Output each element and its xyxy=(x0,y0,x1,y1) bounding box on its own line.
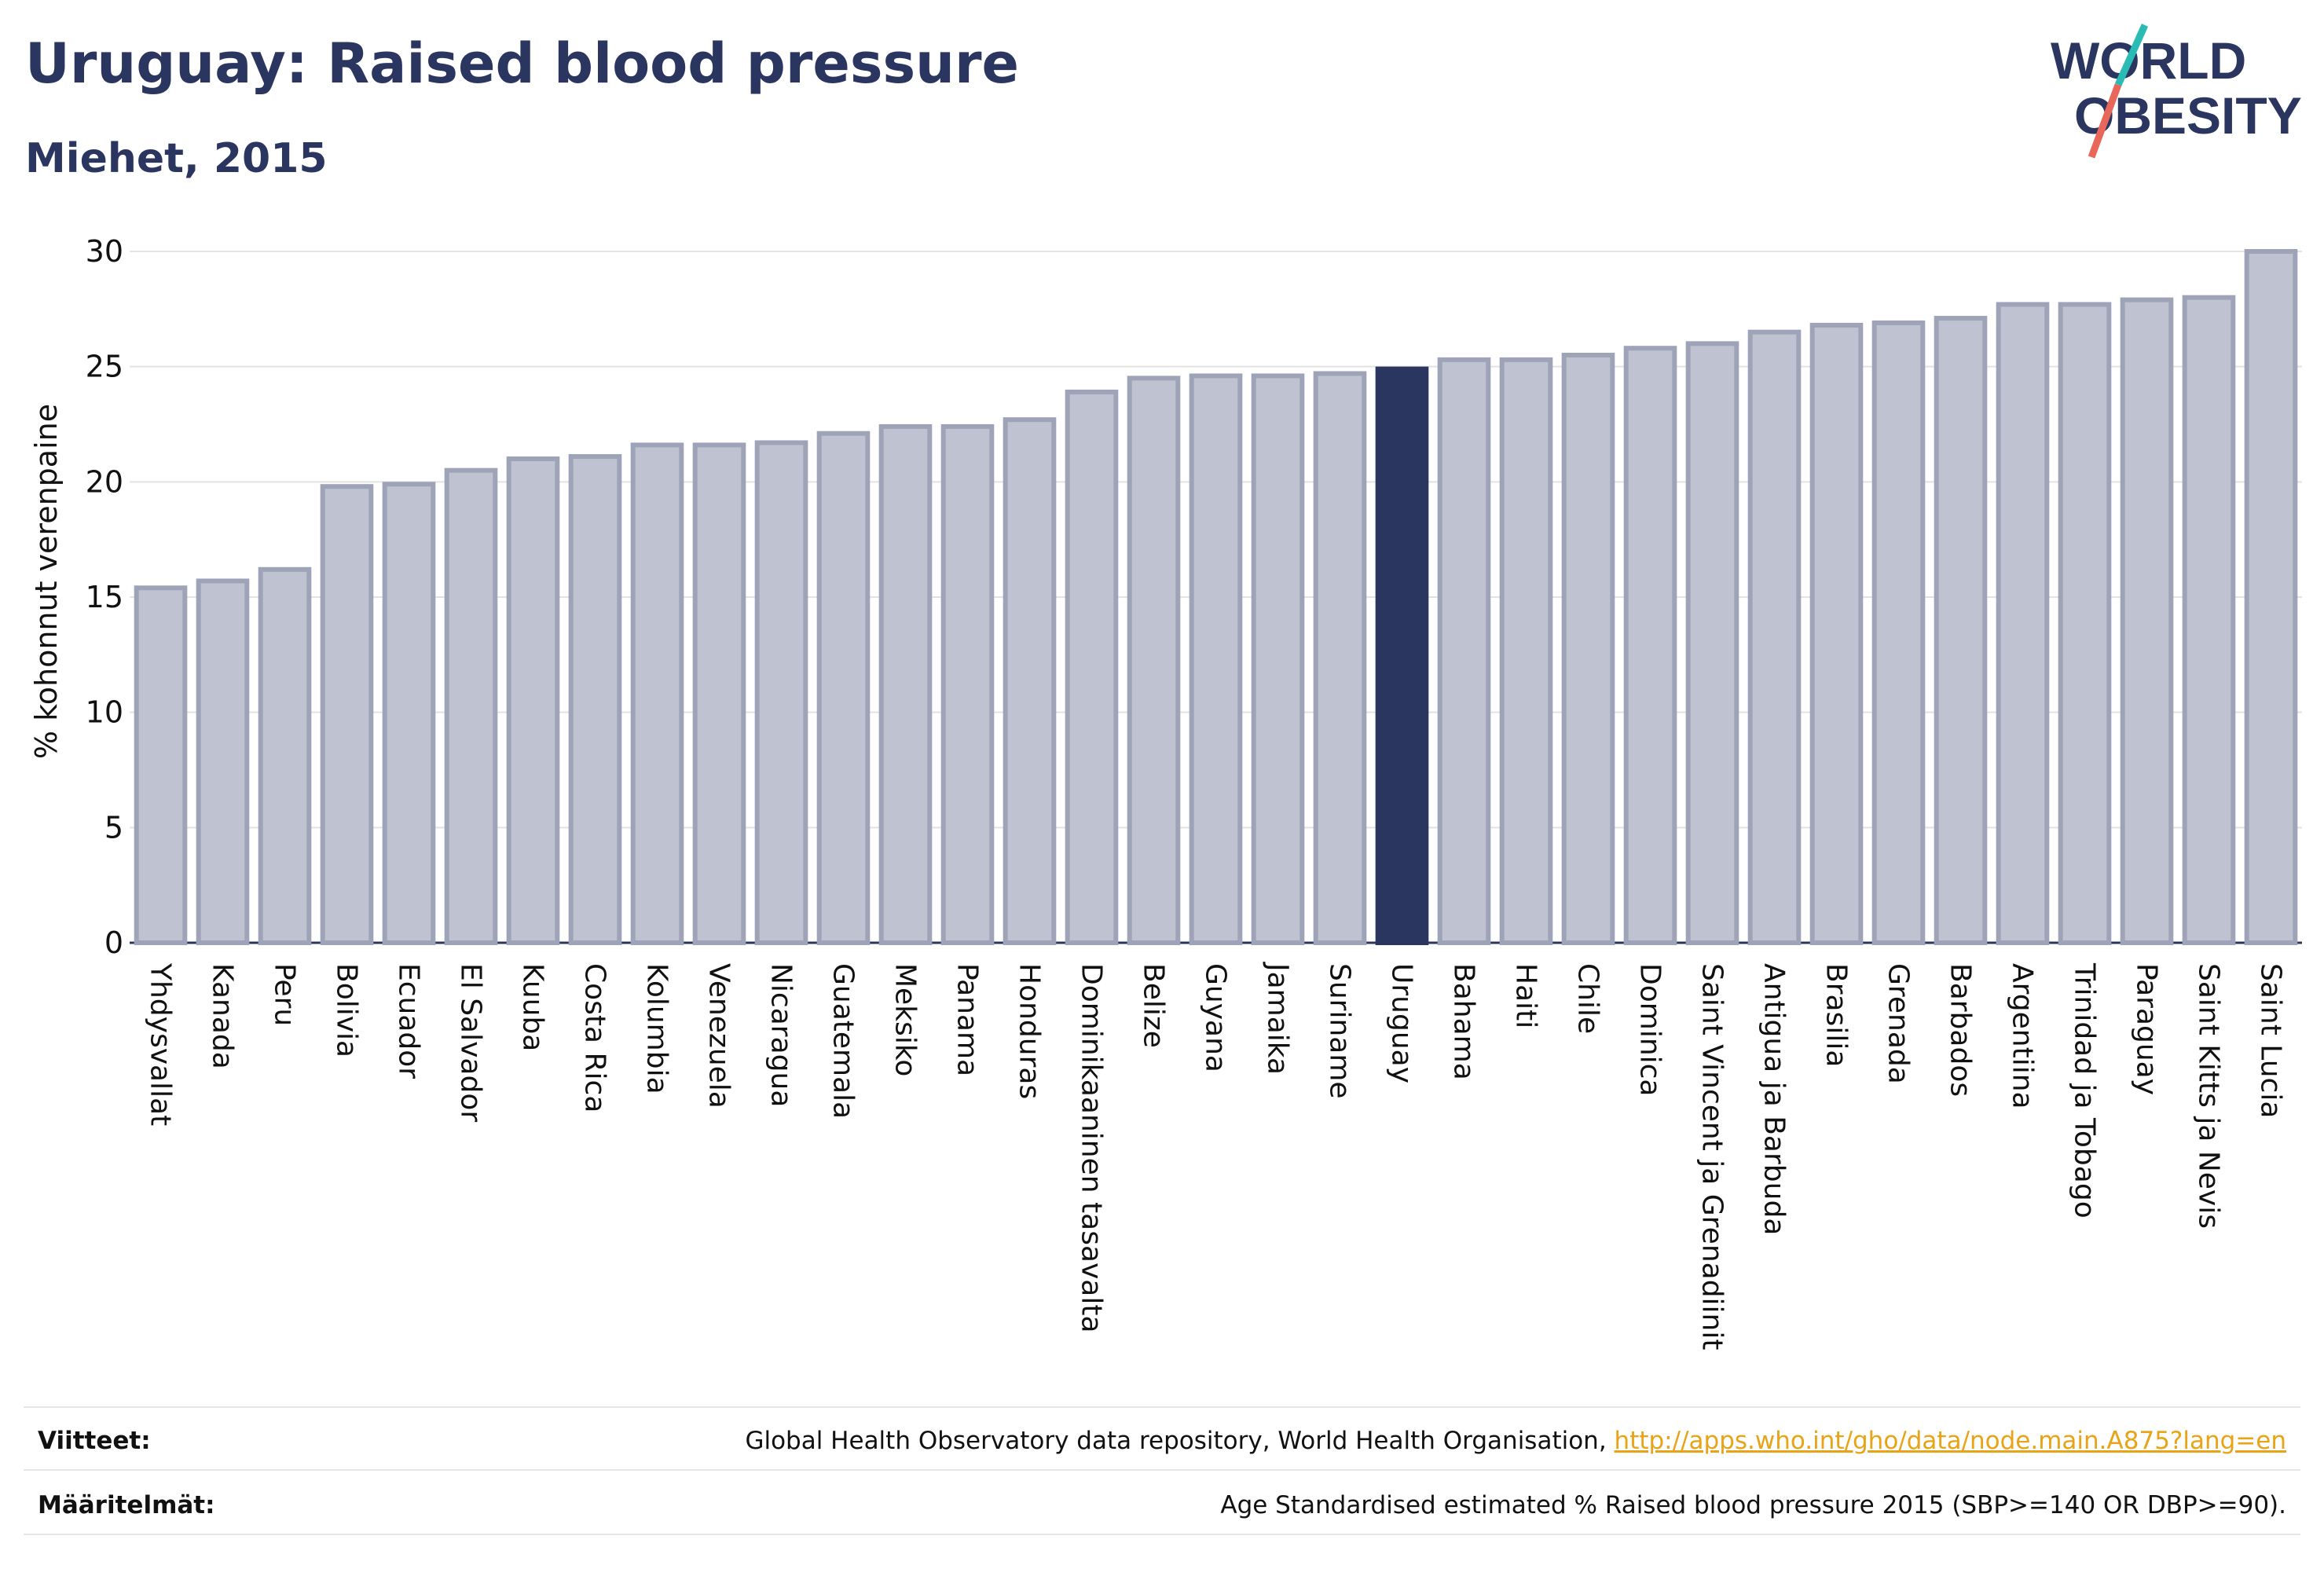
bar-venezuela xyxy=(692,442,746,945)
bar-honduras xyxy=(1003,417,1057,945)
world-obesity-logo: WORLD OBESITY xyxy=(2051,24,2302,159)
x-tick-label: Argentiina xyxy=(2007,963,2039,1109)
sources-link[interactable]: http://apps.who.int/gho/data/node.main.A… xyxy=(1614,1427,2286,1455)
x-tick-label: Paraguay xyxy=(2131,963,2163,1095)
x-tick-label: Dominica xyxy=(1634,963,1666,1097)
y-tick-label: 10 xyxy=(86,695,123,730)
bar-dominica xyxy=(1623,346,1677,945)
bar-costa-rica xyxy=(568,454,622,945)
footer-divider-middle xyxy=(24,1469,2300,1471)
x-tick-label: Venezuela xyxy=(703,963,735,1109)
bars xyxy=(134,249,2298,946)
y-tick-label: 15 xyxy=(86,580,123,614)
x-tick-label: Saint Lucia xyxy=(2255,963,2287,1118)
footer-divider-bottom xyxy=(24,1534,2300,1535)
bar-trinidad-ja-tobago xyxy=(2058,302,2112,945)
bar-bolivia xyxy=(320,484,374,945)
bar-saint-kitts-ja-nevis xyxy=(2182,295,2236,945)
bar-guyana xyxy=(1189,373,1243,945)
x-tick-label: El Salvador xyxy=(455,963,487,1122)
x-tick-label: Panama xyxy=(951,963,984,1076)
bar-bahama xyxy=(1437,357,1491,946)
bar-saint-vincent-ja-grenadiinit xyxy=(1685,341,1739,946)
x-tick-label: Chile xyxy=(1572,963,1604,1034)
x-axis-labels: Yhdysvallat Kanada Peru Bolivia Ecuador El Sa… xyxy=(145,962,2287,1351)
definitions-label: Määritelmät: xyxy=(38,1491,215,1519)
x-tick-label: Honduras xyxy=(1014,963,1046,1099)
x-tick-label: Barbados xyxy=(1945,963,1977,1097)
x-tick-label: Yhdysvallat xyxy=(145,962,177,1126)
x-tick-label: Belize xyxy=(1138,963,1170,1048)
logo-line1: WORLD xyxy=(2051,31,2246,90)
x-tick-label: Antigua ja Barbuda xyxy=(1758,963,1791,1235)
x-tick-label: Bolivia xyxy=(331,963,363,1057)
bar-chile xyxy=(1561,353,1615,945)
bar-peru xyxy=(258,566,312,945)
x-tick-label: Nicaragua xyxy=(765,963,797,1107)
bar-kuuba xyxy=(506,456,560,945)
x-tick-label: Meksiko xyxy=(889,963,922,1076)
definitions-text: Age Standardised estimated % Raised bloo… xyxy=(1220,1491,2286,1519)
bar-kanada xyxy=(196,578,250,945)
x-tick-label: Guyana xyxy=(1200,963,1232,1072)
bar-antigua-ja-barbuda xyxy=(1747,329,1802,945)
sources-description: Global Health Observatory data repositor… xyxy=(745,1427,1615,1455)
bar-chart: 0 5 10 15 20 25 30 Yhdysvallat Kanada Peru Bolivi… xyxy=(29,234,2302,1351)
bar-saint-lucia xyxy=(2244,249,2298,945)
bar-barbados xyxy=(1934,316,1988,946)
bar-el-salvador xyxy=(444,467,498,945)
x-tick-label: Costa Rica xyxy=(579,963,611,1112)
sources-label: Viitteet: xyxy=(38,1427,151,1455)
y-tick-label: 30 xyxy=(86,234,123,269)
x-tick-label: Kuuba xyxy=(517,963,549,1051)
bar-paraguay xyxy=(2120,297,2174,946)
x-tick-label: Guatemala xyxy=(827,963,860,1119)
y-tick-label: 5 xyxy=(104,810,123,845)
x-tick-label: Suriname xyxy=(1324,963,1356,1099)
x-tick-label: Grenada xyxy=(1882,963,1915,1084)
chart-title: Uruguay: Raised blood pressure xyxy=(25,31,1019,96)
chart-subtitle: Miehet, 2015 xyxy=(25,135,328,182)
bar-yhdysvallat xyxy=(134,585,188,945)
x-tick-label: Trinidad ja Tobago xyxy=(2069,962,2101,1219)
x-tick-label: Saint Kitts ja Nevis xyxy=(2193,963,2225,1229)
footer-divider-top xyxy=(24,1406,2300,1408)
bar-nicaragua xyxy=(754,440,808,945)
x-tick-label: Ecuador xyxy=(393,963,425,1079)
bar-dominikaaninen-tasavalta xyxy=(1065,389,1119,945)
x-tick-label: Haiti xyxy=(1510,963,1542,1028)
bar-guatemala xyxy=(816,431,871,945)
x-tick-label: Kolumbia xyxy=(641,963,673,1094)
x-tick-label: Uruguay xyxy=(1386,963,1418,1083)
bar-grenada xyxy=(1871,320,1926,945)
bar-uruguay xyxy=(1375,366,1429,946)
x-tick-label: Peru xyxy=(269,963,301,1026)
x-tick-label: Bahama xyxy=(1448,963,1480,1080)
y-axis-label: % kohonnut verenpaine xyxy=(29,404,64,759)
sources-text: Global Health Observatory data repositor… xyxy=(745,1427,2286,1455)
bar-suriname xyxy=(1313,371,1367,945)
bar-panama xyxy=(940,423,995,945)
bar-ecuador xyxy=(382,482,436,945)
x-tick-label: Dominikaaninen tasavalta xyxy=(1076,963,1108,1333)
bar-belize xyxy=(1127,376,1181,946)
y-tick-label: 0 xyxy=(104,925,123,960)
bar-jamaika xyxy=(1251,373,1305,945)
x-tick-label: Jamaika xyxy=(1262,962,1294,1075)
bar-meksiko xyxy=(878,423,933,945)
x-tick-label: Kanada xyxy=(207,963,239,1069)
bar-haiti xyxy=(1499,357,1553,946)
x-tick-label: Brasilia xyxy=(1820,963,1853,1067)
y-tick-label: 25 xyxy=(86,350,123,384)
bar-argentiina xyxy=(1996,302,2050,945)
y-tick-label: 20 xyxy=(86,464,123,499)
bar-brasilia xyxy=(1809,322,1864,946)
x-tick-label: Saint Vincent ja Grenadiinit xyxy=(1696,963,1728,1351)
bar-kolumbia xyxy=(630,442,684,945)
